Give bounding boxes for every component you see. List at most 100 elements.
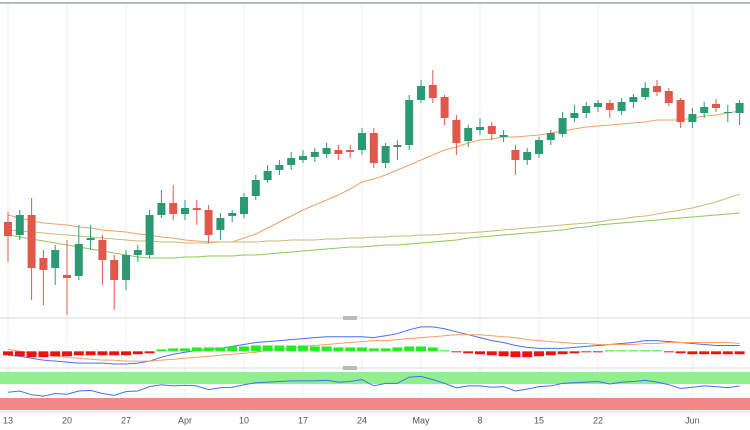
overbought-band: [0, 372, 750, 384]
histogram-bar: [427, 347, 438, 352]
panel-handle[interactable]: [343, 366, 357, 370]
candle-body: [700, 107, 709, 113]
histogram-bar: [168, 348, 179, 352]
candle-body: [346, 150, 355, 152]
candle-body: [145, 215, 154, 255]
x-tick-label: 20: [62, 415, 72, 425]
histogram-bar: [357, 347, 367, 352]
candle-body: [39, 258, 48, 270]
candle-body: [240, 197, 248, 214]
histogram-bar: [97, 351, 108, 356]
histogram-bar: [510, 351, 521, 358]
candle-body: [594, 103, 602, 107]
histogram-bar: [463, 351, 474, 354]
histogram-bar: [392, 347, 403, 352]
histogram-bar: [215, 347, 226, 352]
histogram-bar: [203, 347, 214, 352]
histogram-bar: [239, 346, 249, 352]
candle-body: [417, 86, 425, 100]
candle-body: [228, 213, 237, 216]
histogram-bar: [451, 351, 462, 353]
candle-body: [641, 88, 650, 97]
x-tick-label: 8: [477, 415, 482, 425]
candle-body: [735, 103, 744, 113]
x-tick-label: Apr: [178, 415, 192, 425]
histogram-bar: [711, 351, 721, 355]
candle-body: [263, 171, 272, 180]
candle-body: [86, 238, 95, 240]
candle-body: [251, 180, 260, 196]
histogram-bar: [699, 351, 710, 355]
candle-body: [393, 145, 402, 147]
histogram-bar: [26, 351, 37, 358]
histogram-bar: [85, 351, 96, 356]
histogram-bar: [333, 347, 344, 352]
histogram-bar: [628, 350, 639, 352]
candle-body: [15, 215, 24, 235]
candle-body: [605, 103, 614, 110]
candle-body: [452, 120, 461, 143]
candle-body: [334, 150, 343, 154]
candle-body: [476, 127, 484, 130]
candle-body: [169, 203, 178, 214]
candle-body: [275, 165, 284, 170]
histogram-bar: [675, 351, 686, 354]
candle-body: [712, 104, 720, 108]
indicator-line: [7, 110, 740, 243]
histogram-bar: [38, 351, 49, 358]
candle-body: [558, 118, 567, 134]
indicator-line: [7, 193, 740, 244]
x-tick-label: 13: [3, 415, 13, 425]
candle-body: [27, 215, 36, 268]
candle-body: [676, 100, 685, 122]
candle-body: [523, 152, 532, 160]
x-tick-label: 22: [593, 415, 603, 425]
candle-body: [582, 106, 591, 113]
histogram-bar: [132, 351, 143, 355]
histogram-bar: [498, 351, 509, 357]
candle-body: [287, 158, 296, 165]
candle-body: [322, 148, 331, 154]
histogram-bar: [569, 351, 580, 354]
candle-body: [629, 97, 638, 102]
histogram-bar: [593, 351, 603, 353]
histogram-bar: [581, 351, 592, 353]
histogram-bar: [522, 351, 533, 358]
candle-body: [381, 146, 390, 163]
histogram-bar: [368, 348, 379, 352]
candle-body: [440, 97, 449, 118]
histogram-bar: [227, 346, 238, 352]
indicator-line: [7, 334, 740, 362]
candle-body: [51, 250, 60, 268]
histogram-bar: [121, 351, 131, 356]
histogram-bar: [663, 351, 674, 353]
candle-body: [428, 85, 437, 98]
histogram-bar: [286, 345, 297, 352]
histogram-bar: [486, 351, 497, 356]
x-tick-label: 17: [298, 415, 308, 425]
histogram-bar: [604, 350, 615, 352]
histogram-bar: [14, 351, 25, 357]
candle-body: [358, 133, 366, 150]
histogram-bar: [321, 346, 332, 352]
histogram-bar: [722, 351, 733, 355]
candle-body: [192, 208, 201, 210]
candle-body: [369, 133, 378, 163]
histogram-bar: [652, 350, 662, 352]
panel-handle[interactable]: [343, 316, 357, 320]
histogram-bar: [475, 351, 485, 355]
candle-body: [487, 126, 496, 134]
histogram-bar: [640, 350, 651, 352]
candle-body: [664, 91, 673, 103]
histogram-bar: [62, 351, 72, 357]
candle-body: [122, 255, 130, 280]
x-tick-label: 24: [357, 415, 367, 425]
histogram-bar: [250, 345, 261, 352]
histogram-bar: [557, 351, 568, 355]
candle-body: [181, 208, 189, 214]
candle-body: [98, 240, 107, 260]
histogram-bar: [180, 348, 190, 352]
x-tick-label: May: [412, 415, 430, 425]
